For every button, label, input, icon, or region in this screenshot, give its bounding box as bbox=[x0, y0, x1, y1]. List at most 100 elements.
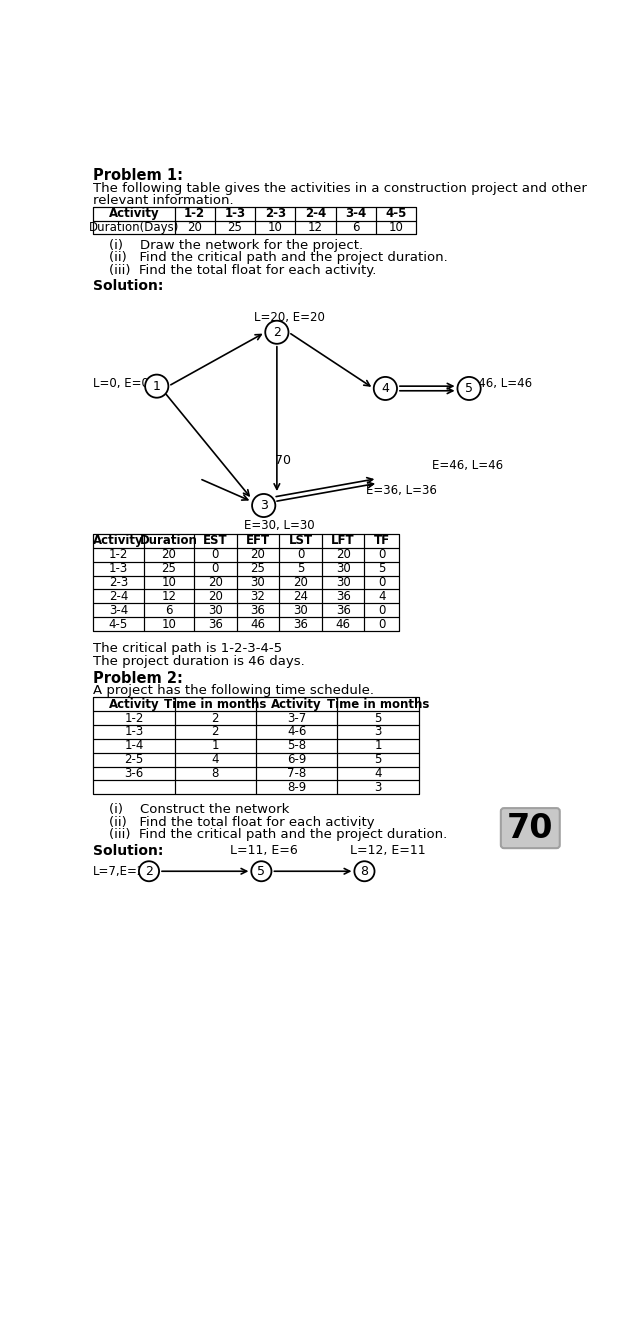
Circle shape bbox=[354, 861, 375, 881]
Text: 12: 12 bbox=[308, 221, 323, 235]
Text: EST: EST bbox=[203, 534, 228, 547]
Bar bbox=[337, 753, 418, 767]
Text: 10: 10 bbox=[268, 221, 283, 235]
Text: 5: 5 bbox=[378, 562, 385, 575]
Text: 30: 30 bbox=[250, 576, 265, 590]
Text: 3-4: 3-4 bbox=[109, 604, 128, 616]
Text: (ii)   Find the critical path and the project duration.: (ii) Find the critical path and the proj… bbox=[108, 252, 448, 265]
Text: (iii)  Find the total float for each activity.: (iii) Find the total float for each acti… bbox=[108, 264, 376, 277]
Text: L=11, E=6: L=11, E=6 bbox=[230, 844, 298, 856]
Text: 10: 10 bbox=[389, 221, 404, 235]
Text: 2-3: 2-3 bbox=[109, 576, 128, 590]
Text: (i)    Construct the network: (i) Construct the network bbox=[108, 803, 289, 816]
Bar bbox=[215, 207, 255, 220]
Circle shape bbox=[251, 861, 271, 881]
Text: 5: 5 bbox=[374, 753, 382, 766]
Bar bbox=[143, 575, 194, 590]
Text: A project has the following time schedule.: A project has the following time schedul… bbox=[93, 684, 374, 697]
Bar bbox=[174, 780, 256, 794]
Text: TF: TF bbox=[374, 534, 390, 547]
Text: The project duration is 46 days.: The project duration is 46 days. bbox=[93, 655, 305, 668]
Text: L=0, E=0: L=0, E=0 bbox=[93, 376, 149, 390]
Text: 20: 20 bbox=[250, 549, 265, 562]
Text: (ii)   Find the total float for each activity: (ii) Find the total float for each activ… bbox=[108, 816, 374, 829]
Bar bbox=[93, 207, 417, 235]
Bar bbox=[93, 725, 174, 739]
Text: 8: 8 bbox=[212, 767, 219, 780]
Text: 20: 20 bbox=[293, 576, 308, 590]
Bar bbox=[194, 534, 236, 547]
Text: 46: 46 bbox=[250, 617, 266, 631]
Bar bbox=[336, 220, 376, 235]
Text: Duration(Days): Duration(Days) bbox=[89, 221, 179, 235]
Bar bbox=[194, 590, 236, 603]
Bar bbox=[322, 562, 365, 575]
Bar bbox=[174, 712, 256, 725]
Text: 36: 36 bbox=[293, 617, 308, 631]
Bar bbox=[256, 712, 337, 725]
Text: 0: 0 bbox=[378, 617, 385, 631]
Text: 1-2: 1-2 bbox=[184, 207, 205, 220]
Text: 3-4: 3-4 bbox=[346, 207, 366, 220]
Text: 10: 10 bbox=[161, 576, 176, 590]
Text: 4-6: 4-6 bbox=[287, 725, 306, 738]
Text: 6-9: 6-9 bbox=[287, 753, 306, 766]
Text: 2: 2 bbox=[212, 725, 219, 738]
Text: 1: 1 bbox=[153, 380, 160, 392]
Text: E=46, L=46: E=46, L=46 bbox=[432, 460, 503, 472]
FancyBboxPatch shape bbox=[501, 808, 560, 848]
Bar bbox=[322, 590, 365, 603]
Bar bbox=[365, 617, 399, 631]
Bar bbox=[365, 562, 399, 575]
Text: 4: 4 bbox=[382, 382, 389, 395]
Text: 70: 70 bbox=[275, 454, 290, 466]
Bar bbox=[174, 725, 256, 739]
Bar bbox=[93, 207, 174, 220]
Text: 1-3: 1-3 bbox=[224, 207, 245, 220]
Text: 36: 36 bbox=[208, 617, 223, 631]
Text: E=30, L=30: E=30, L=30 bbox=[244, 519, 315, 533]
Bar bbox=[279, 590, 322, 603]
Bar bbox=[93, 562, 143, 575]
Text: 20: 20 bbox=[208, 576, 223, 590]
Text: 2: 2 bbox=[273, 326, 281, 339]
Bar bbox=[295, 207, 336, 220]
Bar bbox=[279, 575, 322, 590]
Bar bbox=[322, 617, 365, 631]
Text: E=36, L=36: E=36, L=36 bbox=[366, 484, 437, 497]
Text: 36: 36 bbox=[335, 590, 351, 603]
Text: 0: 0 bbox=[297, 549, 304, 562]
Bar bbox=[143, 547, 194, 562]
Text: EFT: EFT bbox=[246, 534, 270, 547]
Bar bbox=[236, 534, 279, 547]
Text: 3-7: 3-7 bbox=[287, 712, 306, 725]
Text: LFT: LFT bbox=[332, 534, 355, 547]
Bar bbox=[256, 725, 337, 739]
Text: 3: 3 bbox=[374, 725, 382, 738]
Text: Time in months: Time in months bbox=[327, 698, 429, 710]
Bar bbox=[93, 617, 143, 631]
Bar bbox=[279, 547, 322, 562]
Text: 3: 3 bbox=[260, 500, 268, 511]
Text: 4: 4 bbox=[374, 767, 382, 780]
Text: 5-8: 5-8 bbox=[287, 739, 306, 753]
Text: 5: 5 bbox=[297, 562, 304, 575]
Text: 70: 70 bbox=[507, 812, 553, 844]
Text: 12: 12 bbox=[161, 590, 176, 603]
Bar bbox=[236, 603, 279, 617]
Bar bbox=[279, 617, 322, 631]
Bar bbox=[279, 534, 322, 547]
Bar bbox=[236, 547, 279, 562]
Bar bbox=[337, 697, 418, 712]
Bar bbox=[143, 534, 194, 547]
Circle shape bbox=[265, 321, 288, 343]
Text: 30: 30 bbox=[336, 562, 351, 575]
Text: 25: 25 bbox=[161, 562, 176, 575]
Bar bbox=[322, 547, 365, 562]
Bar bbox=[256, 753, 337, 767]
Text: 30: 30 bbox=[293, 604, 308, 616]
Text: E=46, L=46: E=46, L=46 bbox=[462, 376, 533, 390]
Bar bbox=[376, 220, 417, 235]
Text: 1-3: 1-3 bbox=[109, 562, 128, 575]
Bar bbox=[322, 575, 365, 590]
